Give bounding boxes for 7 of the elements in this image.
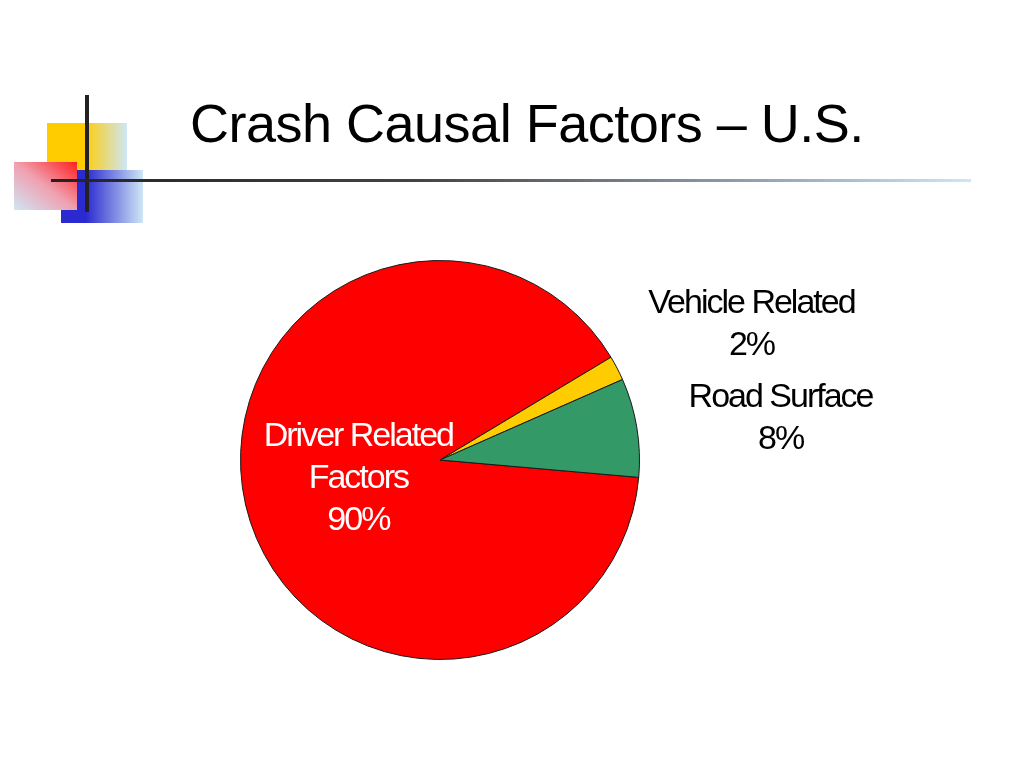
slice-label: Vehicle Related bbox=[648, 281, 855, 320]
data-label: 8% bbox=[757, 417, 805, 456]
data-label: 2% bbox=[728, 323, 776, 362]
slice-label: Driver Related Factors bbox=[263, 415, 454, 496]
data-label: 90% bbox=[327, 499, 392, 538]
slice-label: Road Surface bbox=[688, 375, 874, 414]
chart-title: Crash Causal Factors – U.S. bbox=[190, 92, 864, 154]
